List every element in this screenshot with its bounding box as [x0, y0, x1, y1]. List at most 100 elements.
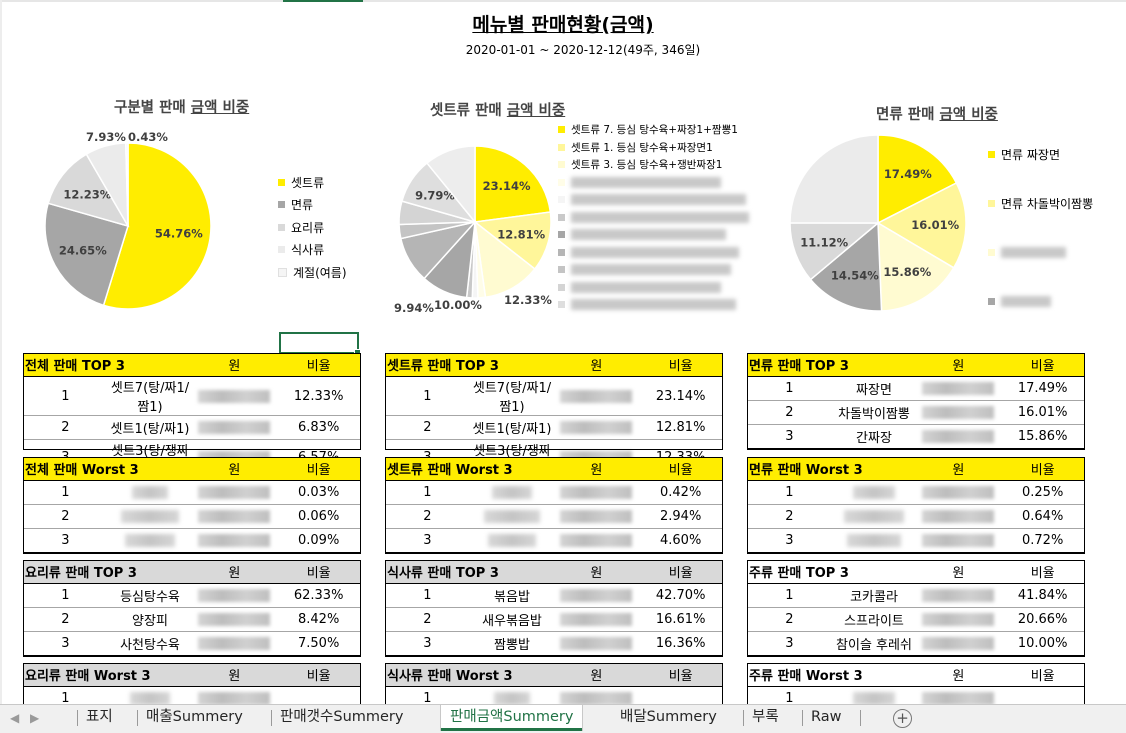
- legend-item: 면류 차돌박이짬뽕: [988, 179, 1093, 228]
- rank-cell: 3: [23, 631, 108, 656]
- chart-title-part: 금액 비중: [939, 107, 998, 123]
- table-row: 1 0.25%: [747, 480, 1085, 505]
- ranking-table-noodle-top: 면류 판매 TOP 3 원 비율 1 짜장면 17.49% 2 차돌박이짬뽕 16.01% 3 간짜…: [747, 353, 1085, 449]
- redacted-text: [483, 510, 540, 523]
- legend-label: 면류 짜장면: [1001, 148, 1061, 162]
- table-title: 면류 판매 TOP 3: [747, 353, 917, 377]
- pie-slice[interactable]: [789, 134, 879, 224]
- table-row: 2 셋트1(탕/짜1) 12.81%: [385, 415, 723, 440]
- pie-slice[interactable]: [474, 220, 536, 299]
- pie-charts[interactable]: 54.76% 24.65% 12.23% 7.93% 0.43% 23.14% 12.81%…: [0, 0, 1126, 350]
- tab-delivery-summary[interactable]: 배달Summery: [620, 709, 717, 725]
- ranking-table-set-worst: 셋트류 판매 Worst 3 원 비율 1 0.42% 2 2.94% 3 4.60%: [385, 457, 723, 553]
- slice-data-label: 24.65%: [59, 244, 107, 258]
- amount-redacted: [554, 583, 639, 608]
- add-sheet-icon[interactable]: +: [893, 709, 912, 728]
- table-row: 3 간짜장 15.86%: [747, 424, 1085, 449]
- redacted-text: [560, 510, 633, 523]
- ratio-cell: 0.42%: [638, 480, 723, 505]
- table-row: 3 4.60%: [385, 528, 723, 553]
- tab-appendix[interactable]: 부록: [743, 705, 788, 731]
- legend-swatch: [988, 298, 995, 305]
- tab-raw[interactable]: Raw: [802, 705, 851, 731]
- amount-redacted: [192, 528, 277, 553]
- worksheet[interactable]: 메뉴별 판매현황(금액) 2020-01-01 ~ 2020-12-12(49주…: [0, 0, 1126, 704]
- redacted-text: [198, 421, 271, 434]
- legend-swatch: [278, 246, 285, 254]
- pie-slice[interactable]: [877, 221, 955, 312]
- pie-slice[interactable]: [473, 211, 552, 270]
- ratio-cell: 12.81%: [638, 415, 723, 440]
- table-row: 2 스프라이트 20.66%: [747, 607, 1085, 632]
- redacted-text: [198, 534, 271, 547]
- pie-slice[interactable]: [44, 202, 129, 307]
- item-name: 스프라이트: [831, 607, 917, 632]
- pie-slice[interactable]: [47, 153, 130, 228]
- pie-slice[interactable]: [124, 142, 129, 227]
- legend-item: [558, 296, 749, 314]
- redacted-legend-label: [1001, 296, 1051, 307]
- amount-redacted: [554, 528, 639, 553]
- table-row: 1 셋트7(탕/짜1/짬1) 23.14%: [385, 376, 723, 416]
- tab-cover[interactable]: 표지: [77, 705, 122, 731]
- ranking-table-meal-top: 식사류 판매 TOP 3 원 비율 1 볶음밥 42.70% 2 새우볶음밥 16.61% 3 짬뽕…: [385, 560, 723, 656]
- amount-redacted: [192, 686, 277, 704]
- ratio-cell: 7.50%: [276, 631, 361, 656]
- amount-redacted: [916, 400, 1001, 425]
- redacted-text: [922, 486, 995, 499]
- redacted-text: [124, 534, 175, 547]
- tab-scroll-right-icon[interactable]: ▶: [30, 711, 40, 725]
- table-header-row: 전체 판매 Worst 3 원 비율: [23, 457, 361, 481]
- pie-slice[interactable]: [809, 221, 883, 312]
- legend-label: 셋트류 1. 등심 탕수육+짜장면1: [571, 141, 713, 154]
- legend-label: 면류: [291, 198, 314, 213]
- row-header-edge: [0, 0, 2, 704]
- table-title: 셋트류 판매 TOP 3: [385, 353, 555, 377]
- ratio-cell: 23.14%: [638, 376, 723, 416]
- set-chart-title[interactable]: 셋트류 판매 금액 비중: [430, 99, 565, 120]
- table-row: 2 0.06%: [23, 504, 361, 529]
- redacted-text: [493, 692, 530, 704]
- redacted-text: [560, 389, 633, 403]
- legend-swatch: [558, 266, 565, 274]
- item-name: 볶음밥: [469, 583, 555, 608]
- pie-slice[interactable]: [877, 134, 958, 225]
- table-header-row: 전체 판매 TOP 3 원 비율: [23, 353, 361, 377]
- table-title: 면류 판매 Worst 3: [747, 457, 917, 481]
- legend-swatch: [558, 283, 565, 291]
- ratio-cell: 62.33%: [276, 583, 361, 608]
- slice-data-label: 54.76%: [155, 227, 203, 241]
- active-column-marker: [283, 0, 363, 2]
- legend-item: 요리류: [278, 216, 347, 239]
- ratio-cell: [276, 686, 361, 704]
- rank-cell: 1: [23, 583, 108, 608]
- table-row: 2 셋트1(탕/짜1) 6.83%: [23, 415, 361, 440]
- table-row: 2 새우볶음밥 16.61%: [385, 607, 723, 632]
- amount-redacted: [916, 528, 1001, 553]
- amount-redacted: [916, 480, 1001, 505]
- table-title: 요리류 판매 TOP 3: [23, 560, 193, 584]
- tab-count-summary[interactable]: 판매갯수Summery: [271, 705, 412, 731]
- slice-data-label: 12.33%: [504, 293, 552, 307]
- tab-sales-summary[interactable]: 매출Summery: [137, 705, 252, 731]
- category-chart-title[interactable]: 구분별 판매 금액 비중: [114, 96, 249, 117]
- period-label: 2020-01-01 ~ 2020-12-12(49주, 346일): [465, 43, 701, 57]
- table-row: 1: [747, 686, 1085, 704]
- col-amount-header: 원: [554, 663, 639, 687]
- pie-slice[interactable]: [425, 145, 476, 225]
- pie-slice[interactable]: [102, 142, 212, 310]
- pie-slice[interactable]: [876, 181, 967, 269]
- rank-cell: 2: [385, 504, 470, 529]
- tab-amount-summary[interactable]: 판매금액Summery: [441, 705, 583, 731]
- redacted-text: [129, 692, 170, 704]
- ratio-cell: 0.25%: [1000, 480, 1085, 505]
- selected-cell[interactable]: [279, 332, 361, 356]
- redacted-text: [846, 534, 901, 547]
- amount-redacted: [192, 607, 277, 632]
- noodle-chart-title[interactable]: 면류 판매 금액 비중: [876, 103, 998, 124]
- slice-data-label: 15.86%: [883, 265, 931, 279]
- legend-swatch: [558, 213, 565, 221]
- pie-slice[interactable]: [474, 145, 552, 223]
- tab-scroll-left-icon[interactable]: ◀: [10, 711, 20, 725]
- legend-label: 계절(여름): [293, 265, 347, 280]
